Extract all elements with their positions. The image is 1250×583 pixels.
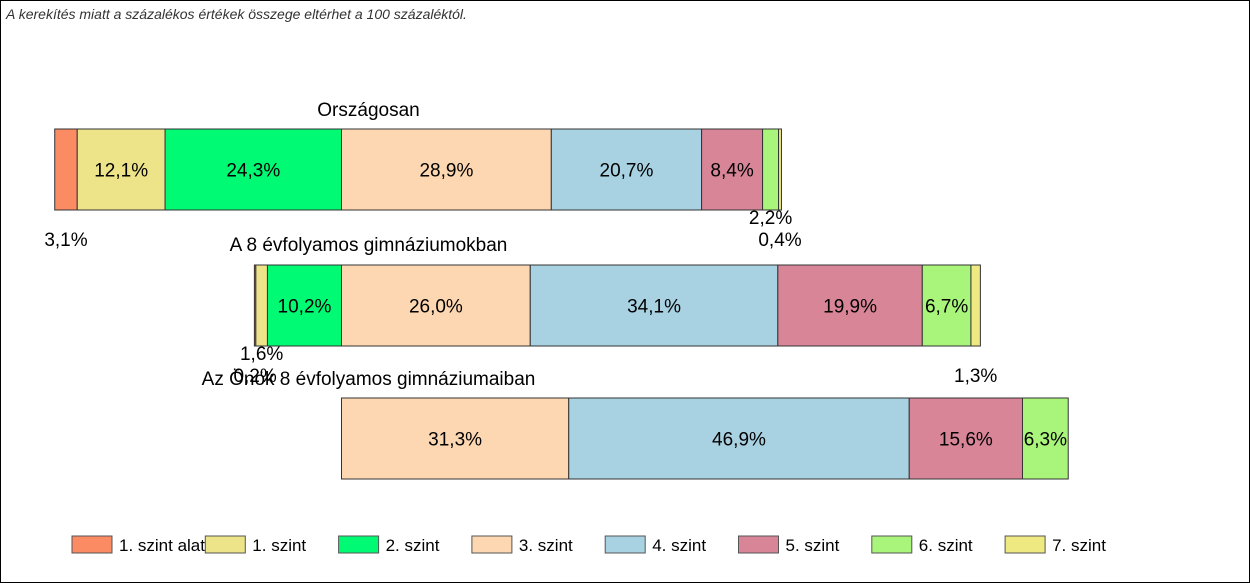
legend-swatch-8 xyxy=(1004,535,1046,554)
legend-swatch-3 xyxy=(338,535,380,554)
bar-2-segment-3 xyxy=(266,264,342,347)
bar-2-segment-7 xyxy=(921,264,972,347)
bar-1-segment-7 xyxy=(762,128,780,211)
bar-3-label-7: 6,3% xyxy=(1024,430,1067,451)
bar-2-label-6: 19,9% xyxy=(823,297,877,318)
legend-swatch-4 xyxy=(471,535,513,554)
bar-1-segment-5 xyxy=(550,128,703,211)
legend-label-5: 4. szint xyxy=(652,536,706,555)
bar-1-label-3: 24,3% xyxy=(226,161,280,182)
legend-swatch-7 xyxy=(871,535,913,554)
bar-1-label-4: 28,9% xyxy=(419,161,473,182)
bar-2-segment-8 xyxy=(970,264,981,347)
bar-1-segment-4 xyxy=(341,128,552,211)
bar-1-label-5: 20,7% xyxy=(600,161,654,182)
bar-2-label-8: 1,3% xyxy=(954,366,997,387)
legend-label-6: 5. szint xyxy=(786,536,840,555)
legend-label-4: 3. szint xyxy=(519,536,573,555)
bar-3-label-5: 46,9% xyxy=(712,430,766,451)
legend-swatch-5 xyxy=(604,535,646,554)
bar-title-1: Országosan xyxy=(317,100,419,121)
bar-3-segment-6 xyxy=(908,397,1023,480)
legend-label-2: 1. szint xyxy=(252,536,306,555)
bar-3-segment-5 xyxy=(568,397,910,480)
bar-3-label-6: 15,6% xyxy=(939,430,993,451)
bar-1-label-8: 0,4% xyxy=(758,230,801,251)
legend-swatch-2 xyxy=(204,535,246,554)
bar-2-label-5: 34,1% xyxy=(627,297,681,318)
legend-label-1: 1. szint alatti xyxy=(119,536,214,555)
legend-label-7: 6. szint xyxy=(919,536,973,555)
legend-swatch-1 xyxy=(71,535,113,554)
bar-3-segment-7 xyxy=(1021,397,1069,480)
legend-label-3: 2. szint xyxy=(386,536,440,555)
bar-1-segment-1 xyxy=(54,128,78,211)
bar-2-label-2: 1,6% xyxy=(240,344,283,365)
bar-2-label-3: 10,2% xyxy=(278,297,332,318)
bar-title-2: A 8 évfolyamos gimnáziumokban xyxy=(230,235,508,256)
bar-1-label-6: 8,4% xyxy=(710,161,753,182)
legend-swatch-6 xyxy=(738,535,779,554)
bar-1-segment-2 xyxy=(76,128,166,211)
bar-2-label-1: 0,2% xyxy=(233,366,276,387)
bar-2-segment-5 xyxy=(529,264,779,347)
rounding-note: A kerekítés miatt a százalékos értékek ö… xyxy=(6,6,467,22)
bar-2-segment-6 xyxy=(777,264,923,347)
bar-1-label-1: 3,1% xyxy=(44,230,87,251)
bar-1-segment-8 xyxy=(778,128,782,211)
bar-2-segment-4 xyxy=(341,264,531,347)
bar-2-label-4: 26,0% xyxy=(409,297,463,318)
bar-3-label-4: 31,3% xyxy=(428,430,482,451)
bar-2-label-7: 6,7% xyxy=(925,297,968,318)
bar-1-segment-6 xyxy=(701,128,764,211)
legend-label-8: 7. szint xyxy=(1052,536,1106,555)
bar-title-3: Az Önök 8 évfolyamos gimnáziumaiban xyxy=(202,369,536,390)
bar-1-label-7: 2,2% xyxy=(749,208,792,229)
bar-2-segment-2 xyxy=(255,264,268,347)
bar-1-label-2: 12,1% xyxy=(94,161,148,182)
